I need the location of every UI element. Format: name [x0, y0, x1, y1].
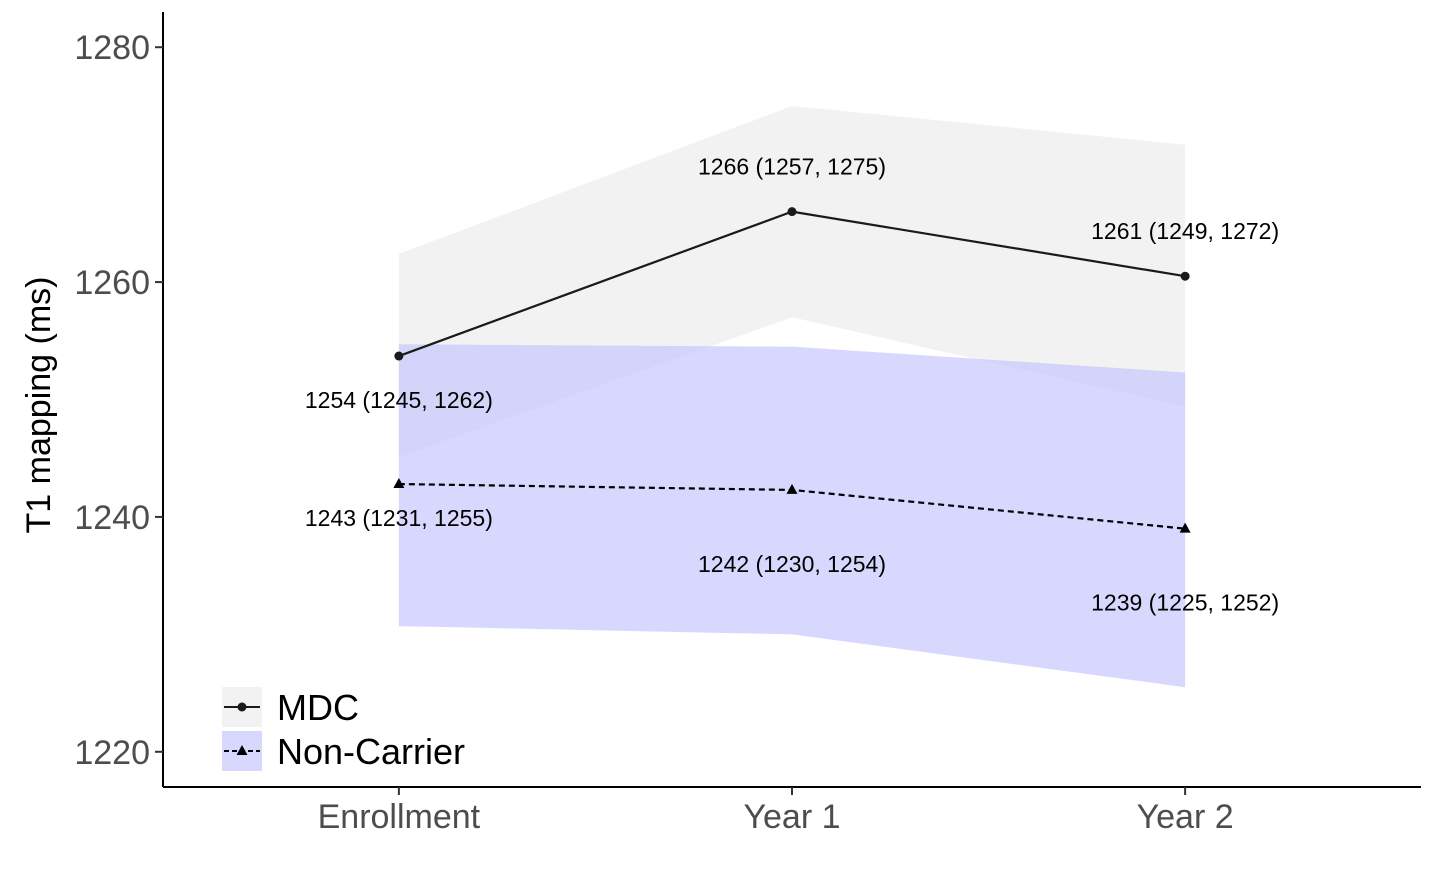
legend-label: Non-Carrier	[277, 731, 465, 772]
data-labels: 1254 (1245, 1262) 1266 (1257, 1275) 1261 (…	[305, 154, 1279, 616]
legend-item-non-carrier: Non-Carrier	[222, 731, 465, 772]
x-tick-label: Enrollment	[318, 798, 481, 836]
non-carrier-ci-band	[398, 344, 1186, 688]
y-tick-label: 1260	[74, 264, 150, 302]
confidence-bands	[398, 105, 1186, 688]
mdc-point	[394, 351, 404, 361]
legend-marker	[237, 702, 247, 712]
mdc-data-label: 1261 (1249, 1272)	[1091, 218, 1279, 244]
y-tick-label: 1280	[74, 29, 150, 67]
mdc-point	[787, 207, 797, 217]
mdc-data-label: 1266 (1257, 1275)	[698, 154, 886, 180]
non-carrier-data-label: 1243 (1231, 1255)	[305, 505, 493, 531]
non-carrier-point	[393, 478, 405, 489]
non-carrier-data-label: 1242 (1230, 1254)	[698, 551, 886, 577]
y-tick-label: 1220	[74, 734, 150, 772]
x-tick-label: Year 2	[1137, 798, 1234, 836]
non-carrier-point	[1179, 522, 1191, 533]
legend-marker	[236, 745, 248, 755]
mdc-data-label: 1254 (1245, 1262)	[305, 387, 493, 413]
x-ticks: Enrollment Year 1 Year 2	[318, 787, 1234, 836]
mdc-point	[1180, 271, 1190, 281]
legend-label: MDC	[277, 687, 359, 728]
y-axis-label: T1 mapping (ms)	[20, 277, 58, 534]
legend-item-mdc: MDC	[222, 687, 359, 728]
y-tick-label: 1240	[74, 499, 150, 537]
y-ticks: 1220 1240 1260 1280	[74, 29, 163, 772]
non-carrier-data-label: 1239 (1225, 1252)	[1091, 590, 1279, 616]
series-lines	[393, 207, 1191, 533]
x-tick-label: Year 1	[743, 798, 840, 836]
non-carrier-point	[786, 483, 798, 494]
